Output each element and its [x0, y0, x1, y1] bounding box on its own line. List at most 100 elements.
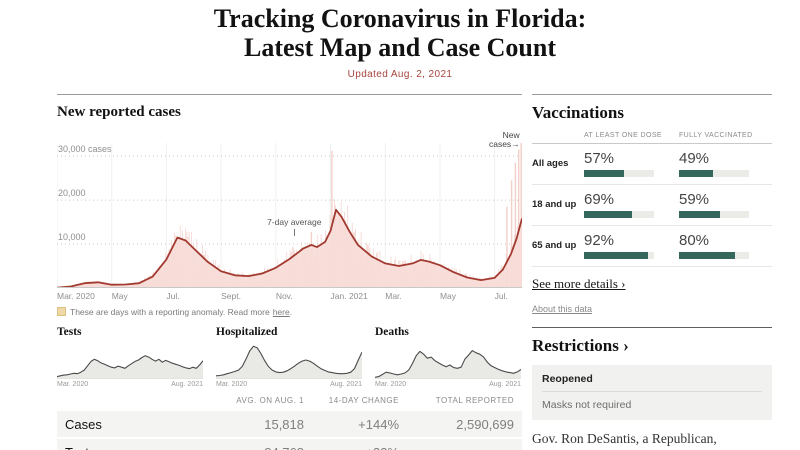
tests-sparkline-svg	[57, 355, 203, 379]
restrictions-title-link[interactable]: Restrictions ›	[532, 336, 629, 355]
row-avg: 15,818	[264, 416, 304, 432]
y-axis-label: 20,000	[58, 188, 86, 198]
x-axis: Mar. 2020 May Jul. Sept. Nov. Jan. 2021 Mar. Ma…	[57, 291, 522, 303]
vax-bar-track	[584, 170, 654, 177]
restrictions-paragraph: Gov. Ron DeSantis, a Republican, suspend…	[532, 431, 765, 450]
vax-header-fully: FULLY VACCINATED	[679, 132, 753, 139]
vax-pct: 80%	[679, 232, 710, 249]
arrow-right-icon: →	[511, 139, 520, 150]
row-total: —	[399, 445, 514, 450]
hospitalized-sparkline-svg	[216, 345, 362, 379]
header-spacer	[65, 396, 184, 405]
stats-table: AVG. ON AUG. 1 14-DAY CHANGE TOTAL REPOR…	[57, 396, 522, 450]
cases-section: New reported cases 10,000 20,000 30,000 ca…	[57, 94, 522, 450]
x-start-label: Mar. 2020	[216, 381, 248, 388]
anomaly-legend: These are days with a reporting anomaly.…	[57, 307, 522, 317]
stats-table-header: AVG. ON AUG. 1 14-DAY CHANGE TOTAL REPOR…	[57, 396, 522, 409]
x-start-label: Mar. 2020	[375, 381, 407, 388]
deaths-sparkline-axis: Mar. 2020 Aug. 2021	[375, 381, 521, 388]
new-cases-annotation: New cases→	[484, 130, 520, 150]
row-change: +144%	[358, 416, 399, 432]
deaths-sparkline: Deaths Mar. 2020 Aug. 2021	[375, 326, 521, 388]
x-tick-label: Nov.	[275, 291, 293, 301]
vax-bar-fill	[679, 252, 735, 259]
legend-text: These are days with a reporting anomaly.…	[70, 307, 270, 317]
vax-bar-track	[679, 170, 749, 177]
vax-bar-fill	[679, 211, 721, 218]
x-tick-label: May	[111, 291, 128, 301]
new-cases-chart-svg: 10,000 20,000 30,000 cases	[57, 143, 522, 288]
avg-annotation: 7-day average	[266, 218, 322, 236]
x-tick-label: Mar.	[385, 291, 402, 301]
section-divider	[532, 327, 772, 328]
right-rail: Vaccinations AT LEAST ONE DOSE FULLY VAC…	[532, 94, 772, 450]
vax-cell-fully: 80%	[679, 232, 767, 259]
vax-bar-track	[584, 211, 654, 218]
see-more-details-link[interactable]: See more details ›	[532, 276, 626, 291]
row-change: +33%	[304, 445, 399, 450]
vax-cell-one-dose: 57%	[584, 150, 679, 177]
x-end-label: Aug. 2021	[171, 381, 203, 388]
hospitalized-sparkline: Hospitalized Mar. 2020 Aug. 2021	[216, 326, 362, 388]
vax-bar-track	[679, 252, 749, 259]
deaths-sparkline-title: Deaths	[375, 326, 409, 338]
sparkline-row: Tests Mar. 2020 Aug. 2021 Hospitalized M…	[57, 326, 522, 388]
tests-sparkline-title: Tests	[57, 326, 82, 338]
vax-pct: 92%	[584, 232, 615, 249]
vax-cell-one-dose: 69%	[584, 191, 679, 218]
x-tick-label: May	[439, 291, 456, 301]
row-avg: 84,768	[184, 445, 304, 450]
header-avg: AVG. ON AUG. 1	[236, 396, 304, 405]
new-cases-chart: 10,000 20,000 30,000 cases 7-day average N…	[57, 130, 522, 288]
header-change: 14-DAY CHANGE	[328, 396, 399, 405]
header-total: TOTAL REPORTED	[435, 396, 514, 405]
new-cases-annotation-text: New cases	[488, 130, 520, 150]
page-title: Tracking Coronavirus in Florida: Latest …	[0, 4, 800, 62]
vax-row-65-up: 65 and up 92% 80%	[532, 226, 772, 267]
vax-bar-fill	[679, 170, 714, 177]
status-reopened: Reopened	[542, 373, 762, 392]
x-end-label: Aug. 2021	[330, 381, 362, 388]
vax-header-one-dose: AT LEAST ONE DOSE	[584, 132, 662, 139]
x-tick-label: Jul.	[494, 291, 508, 301]
read-more-link[interactable]: here	[272, 307, 290, 317]
about-this-data-link[interactable]: About this data	[532, 304, 593, 314]
legend-suffix: .	[289, 307, 293, 317]
updated-timestamp: Updated Aug. 2, 2021	[347, 69, 453, 81]
x-tick-label: Jan. 2021	[330, 291, 368, 301]
vax-header-spacer	[532, 132, 584, 139]
vax-row-label: 18 and up	[532, 199, 577, 210]
vax-bar-fill	[584, 170, 624, 177]
row-label: Tests	[65, 445, 184, 450]
page-title-line2: Latest Map and Case Count	[243, 33, 557, 63]
y-axis-label: 10,000	[58, 232, 86, 242]
vax-cell-one-dose: 92%	[584, 232, 679, 259]
vax-cell-fully: 49%	[679, 150, 767, 177]
vax-pct: 69%	[584, 191, 615, 208]
x-tick-label: Jul.	[166, 291, 180, 301]
vax-bar-track	[584, 252, 654, 259]
page-title-line1: Tracking Coronavirus in Florida:	[213, 4, 587, 33]
x-end-label: Aug. 2021	[489, 381, 521, 388]
vaccinations-title: Vaccinations	[532, 103, 624, 122]
vax-pct: 59%	[679, 191, 710, 208]
table-row-tests: Tests 84,768 +33% —	[57, 439, 522, 450]
row-label: Cases	[65, 416, 102, 432]
x-tick-label: Sept.	[221, 291, 241, 301]
new-cases-title: New reported cases	[57, 104, 181, 120]
vaccinations-header: AT LEAST ONE DOSE FULLY VACCINATED	[532, 132, 772, 144]
vax-cell-fully: 59%	[679, 191, 767, 218]
vax-bar-track	[679, 211, 749, 218]
status-masks: Masks not required	[542, 399, 632, 411]
anomaly-swatch-icon	[57, 307, 66, 316]
row-total: 2,590,699	[456, 416, 514, 432]
vax-pct: 49%	[679, 150, 710, 167]
hospitalized-sparkline-title: Hospitalized	[216, 326, 278, 338]
x-start-label: Mar. 2020	[57, 381, 89, 388]
y-axis-label: 30,000 cases	[58, 144, 112, 154]
masthead: Tracking Coronavirus in Florida: Latest …	[0, 4, 800, 80]
deaths-sparkline-svg	[375, 350, 521, 379]
table-row-cases: Cases 15,818 +144% 2,590,699	[57, 411, 522, 437]
tests-sparkline-axis: Mar. 2020 Aug. 2021	[57, 381, 203, 388]
